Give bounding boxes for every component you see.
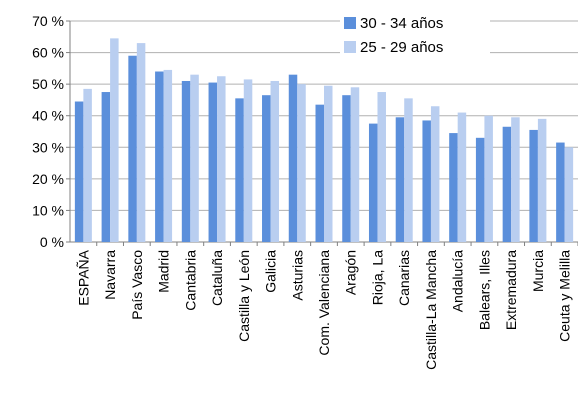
bar-25-29 <box>404 98 413 242</box>
y-tick-label: 70 % <box>32 13 64 29</box>
bar-30-34 <box>422 120 431 242</box>
bar-30-34 <box>208 82 218 242</box>
x-tick-label: Balears, Illes <box>476 250 492 330</box>
bar-25-29 <box>511 117 520 242</box>
bar-30-34 <box>235 98 244 242</box>
x-axis-ticks: ESPAÑA Navarra País Vasco Madrid Cantabria Ca… <box>75 249 572 370</box>
bar-25-29 <box>297 84 306 243</box>
x-tick-label: Aragón <box>343 250 359 295</box>
y-tick-label: 60 % <box>32 45 64 61</box>
bar-30-34 <box>155 71 164 242</box>
bar-25-29 <box>270 80 280 242</box>
x-tick-label: Castilla y León <box>236 250 252 342</box>
legend-swatch-30-34 <box>344 17 356 29</box>
x-tick-label: Rioja, La <box>369 250 385 305</box>
bar-30-34 <box>101 92 111 243</box>
y-tick-label: 0 % <box>40 234 64 250</box>
x-tick-label: Galicia <box>263 250 279 293</box>
bar-25-29 <box>163 69 173 242</box>
bar-25-29 <box>190 74 199 243</box>
x-tick-label: Cataluña <box>209 250 225 306</box>
bar-30-34 <box>288 74 298 243</box>
bar-25-29 <box>83 88 92 242</box>
bar-30-34 <box>529 129 538 242</box>
bar-30-34 <box>449 133 458 242</box>
legend-label-30-34: 30 - 34 años <box>360 15 443 32</box>
x-tick-label: Asturias <box>289 250 305 301</box>
legend-label-25-29: 25 - 29 años <box>360 39 443 56</box>
y-tick-label: 50 % <box>32 76 64 92</box>
y-tick-label: 30 % <box>32 139 64 155</box>
bar-25-29 <box>430 106 440 242</box>
bar-30-34 <box>342 95 351 242</box>
x-tick-label: Murcia <box>530 250 546 292</box>
bar-25-29 <box>377 92 386 243</box>
bar-25-29 <box>324 85 333 242</box>
bar-25-29 <box>564 147 574 242</box>
x-tick-label: Castilla-La Mancha <box>423 250 439 370</box>
y-axis-ticks: 0 % 10 % 20 % 30 % 40 % 50 % 60 % 70 % <box>32 13 64 250</box>
legend-background <box>340 11 490 63</box>
y-tick-label: 10 % <box>32 202 64 218</box>
x-tick-label: Com. Valenciana <box>316 250 332 356</box>
legend: 30 - 34 años 25 - 29 años <box>340 11 490 63</box>
bar-25-29 <box>110 38 119 242</box>
bar-30-34 <box>368 123 378 242</box>
x-tick-label: Canarias <box>396 250 412 306</box>
x-tick-label: Madrid <box>156 250 172 293</box>
x-tick-label: País Vasco <box>129 250 145 320</box>
bar-25-29 <box>136 43 146 242</box>
bar-25-29 <box>484 115 493 242</box>
bar-30-34 <box>315 104 324 243</box>
bar-30-34 <box>181 80 191 242</box>
bar-30-34 <box>262 95 271 242</box>
x-tick-label: Navarra <box>102 250 118 300</box>
bar-30-34 <box>475 137 485 242</box>
bar-30-34 <box>128 55 137 242</box>
bar-30-34 <box>395 117 405 242</box>
y-tick-label: 40 % <box>32 108 64 124</box>
bar-25-29 <box>537 118 547 242</box>
x-tick-label: Cantabria <box>182 250 198 311</box>
bar-30-34 <box>74 101 84 242</box>
x-tick-label: Andalucía <box>450 250 466 312</box>
bars <box>74 38 574 243</box>
bar-25-29 <box>243 79 253 243</box>
x-tick-label: ESPAÑA <box>75 249 91 305</box>
bar-25-29 <box>350 87 360 242</box>
bar-25-29 <box>457 112 467 242</box>
bar-30-34 <box>502 126 512 242</box>
bar-30-34 <box>556 142 565 242</box>
y-tick-label: 20 % <box>32 171 64 187</box>
legend-swatch-25-29 <box>344 41 356 53</box>
bar-25-29 <box>217 76 226 242</box>
x-tick-label: Ceuta y Melilla <box>557 250 573 342</box>
x-tick-label: Extremadura <box>503 250 519 330</box>
